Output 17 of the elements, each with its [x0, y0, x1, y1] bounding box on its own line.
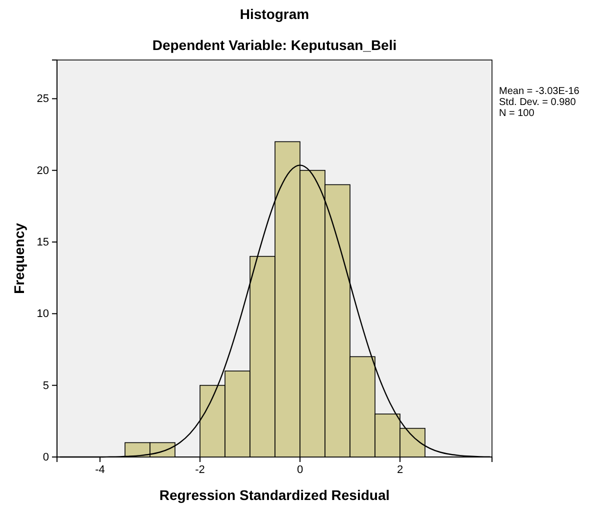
- y-axis-title: Frequency: [11, 222, 27, 294]
- chart-title: Histogram: [240, 6, 310, 22]
- x-axis-title: Regression Standardized Residual: [159, 487, 390, 503]
- y-tick-label: 10: [36, 308, 49, 320]
- x-tick-label: 2: [396, 464, 404, 476]
- text: N = 100: [499, 108, 535, 119]
- text: Mean = -3.03E-16: [499, 86, 580, 97]
- x-tick-label: 0: [296, 464, 304, 476]
- text: Std. Dev. = 0.980: [499, 97, 576, 108]
- x-tick-label: -2: [195, 464, 205, 476]
- y-tick-label: 5: [42, 380, 49, 392]
- y-tick-label: 20: [36, 164, 49, 177]
- y-tick-label: 15: [36, 236, 49, 249]
- y-tick-label: 25: [36, 93, 49, 106]
- y-tick-label: 0: [42, 452, 49, 464]
- chart-subtitle: Dependent Variable: Keputusan_Beli: [152, 37, 397, 53]
- x-tick-label: -4: [95, 464, 105, 476]
